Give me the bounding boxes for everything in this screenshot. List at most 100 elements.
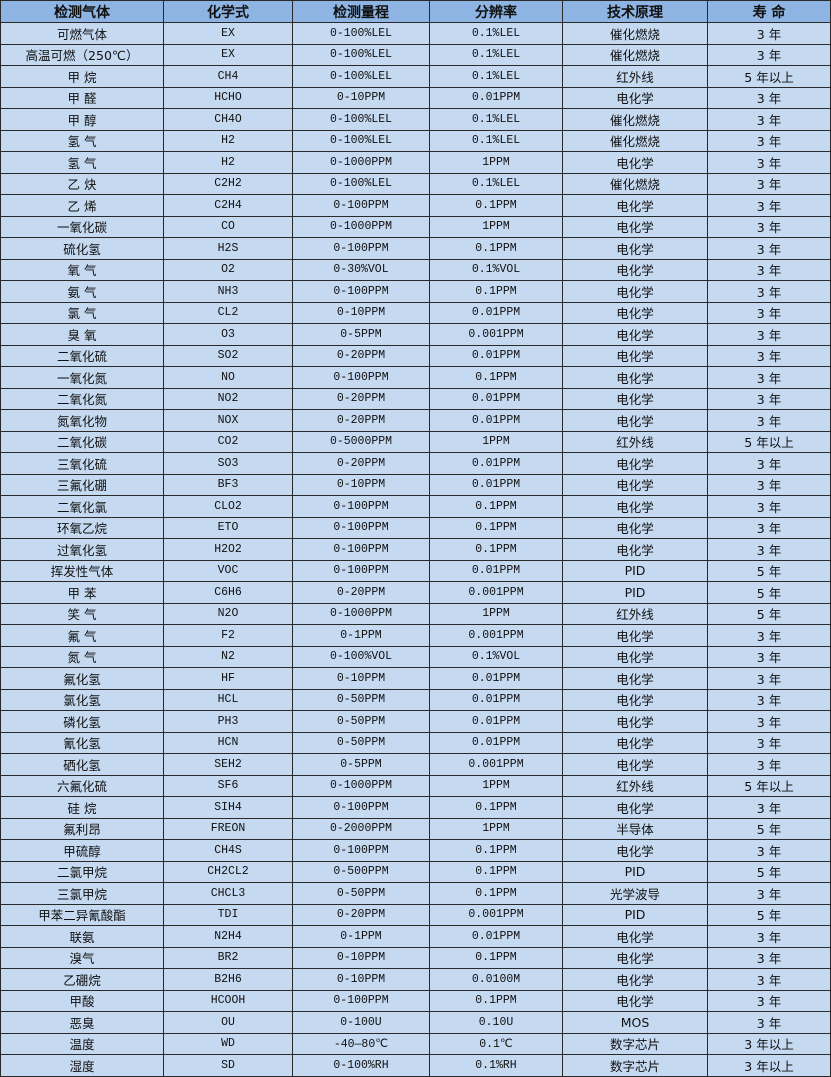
- cell-range: 0-100%LEL: [292, 108, 430, 131]
- table-row: 氟 气 F2 0-1PPM 0.001PPM 电化学 3 年: [0, 624, 831, 647]
- cell-resolution: 0.1PPM: [429, 860, 563, 883]
- cell-gas: 溴气: [0, 946, 164, 969]
- cell-lifespan: 5 年以上: [707, 430, 831, 453]
- cell-gas: 硫化氢: [0, 237, 164, 260]
- cell-principle: 电化学: [562, 731, 708, 754]
- cell-lifespan: 3 年: [707, 86, 831, 109]
- cell-resolution: 0.1%VOL: [429, 645, 563, 668]
- cell-resolution: 0.01PPM: [429, 559, 563, 582]
- cell-gas: 甲 醛: [0, 86, 164, 109]
- cell-gas: 氯化氢: [0, 688, 164, 711]
- cell-resolution: 0.01PPM: [429, 387, 563, 410]
- cell-principle: 电化学: [562, 624, 708, 647]
- cell-lifespan: 3 年: [707, 172, 831, 195]
- cell-formula: HCN: [163, 731, 293, 754]
- cell-gas: 挥发性气体: [0, 559, 164, 582]
- table-row: 硒化氢 SEH2 0-5PPM 0.001PPM 电化学 3 年: [0, 753, 831, 776]
- table-row: 甲 醇 CH4O 0-100%LEL 0.1%LEL 催化燃烧 3 年: [0, 108, 831, 131]
- table-row: 氮氧化物 NOX 0-20PPM 0.01PPM 电化学 3 年: [0, 409, 831, 432]
- cell-range: 0-50PPM: [292, 710, 430, 733]
- cell-principle: 催化燃烧: [562, 43, 708, 66]
- cell-range: 0-20PPM: [292, 903, 430, 926]
- cell-gas: 可燃气体: [0, 22, 164, 45]
- cell-gas: 氧 气: [0, 258, 164, 281]
- table-row: 湿度 SD 0-100%RH 0.1%RH 数字芯片 3 年以上: [0, 1054, 831, 1077]
- cell-gas: 甲苯二异氰酸酯: [0, 903, 164, 926]
- cell-gas: 硒化氢: [0, 753, 164, 776]
- cell-gas: 甲 苯: [0, 581, 164, 604]
- cell-gas: 甲酸: [0, 989, 164, 1012]
- cell-gas: 高温可燃（250℃）: [0, 43, 164, 66]
- cell-resolution: 0.01PPM: [429, 710, 563, 733]
- cell-principle: 电化学: [562, 366, 708, 389]
- cell-range: 0-20PPM: [292, 387, 430, 410]
- cell-resolution: 0.1PPM: [429, 882, 563, 905]
- cell-formula: H2S: [163, 237, 293, 260]
- cell-resolution: 1PPM: [429, 817, 563, 840]
- table-row: 甲硫醇 CH4S 0-100PPM 0.1PPM 电化学 3 年: [0, 839, 831, 862]
- cell-resolution: 1PPM: [429, 602, 563, 625]
- cell-lifespan: 5 年: [707, 817, 831, 840]
- cell-principle: 电化学: [562, 86, 708, 109]
- table-row: 环氧乙烷 ETO 0-100PPM 0.1PPM 电化学 3 年: [0, 516, 831, 539]
- cell-gas: 温度: [0, 1032, 164, 1055]
- cell-range: 0-5PPM: [292, 753, 430, 776]
- cell-gas: 三氧化硫: [0, 452, 164, 475]
- cell-range: 0-100PPM: [292, 796, 430, 819]
- cell-principle: 电化学: [562, 516, 708, 539]
- cell-formula: EX: [163, 43, 293, 66]
- cell-principle: PID: [562, 903, 708, 926]
- table-row: 可燃气体 EX 0-100%LEL 0.1%LEL 催化燃烧 3 年: [0, 22, 831, 45]
- cell-principle: 电化学: [562, 215, 708, 238]
- table-row: 挥发性气体 VOC 0-100PPM 0.01PPM PID 5 年: [0, 559, 831, 582]
- cell-formula: WD: [163, 1032, 293, 1055]
- table-row: 联氨 N2H4 0-1PPM 0.01PPM 电化学 3 年: [0, 925, 831, 948]
- cell-range: 0-100PPM: [292, 516, 430, 539]
- cell-range: 0-1000PPM: [292, 151, 430, 174]
- cell-gas: 氢 气: [0, 129, 164, 152]
- cell-principle: 电化学: [562, 946, 708, 969]
- cell-resolution: 0.001PPM: [429, 753, 563, 776]
- table-row: 氰化氢 HCN 0-50PPM 0.01PPM 电化学 3 年: [0, 731, 831, 754]
- cell-formula: HCOOH: [163, 989, 293, 1012]
- table-body: 可燃气体 EX 0-100%LEL 0.1%LEL 催化燃烧 3 年高温可燃（250℃） E…: [0, 22, 831, 1077]
- cell-principle: MOS: [562, 1011, 708, 1034]
- table-row: 一氧化氮 NO 0-100PPM 0.1PPM 电化学 3 年: [0, 366, 831, 389]
- cell-gas: 氮氧化物: [0, 409, 164, 432]
- cell-principle: PID: [562, 860, 708, 883]
- cell-formula: HCL: [163, 688, 293, 711]
- cell-formula: C2H4: [163, 194, 293, 217]
- cell-lifespan: 3 年: [707, 989, 831, 1012]
- cell-lifespan: 3 年: [707, 301, 831, 324]
- cell-lifespan: 5 年以上: [707, 774, 831, 797]
- cell-gas: 二氯甲烷: [0, 860, 164, 883]
- cell-principle: 光学波导: [562, 882, 708, 905]
- cell-formula: CH4O: [163, 108, 293, 131]
- table-row: 甲 苯 C6H6 0-20PPM 0.001PPM PID 5 年: [0, 581, 831, 604]
- table-row: 甲苯二异氰酸酯 TDI 0-20PPM 0.001PPM PID 5 年: [0, 903, 831, 926]
- cell-lifespan: 3 年: [707, 667, 831, 690]
- cell-range: 0-10PPM: [292, 968, 430, 991]
- cell-lifespan: 3 年以上: [707, 1054, 831, 1077]
- cell-formula: CO2: [163, 430, 293, 453]
- cell-resolution: 0.1PPM: [429, 796, 563, 819]
- cell-formula: CH2CL2: [163, 860, 293, 883]
- cell-lifespan: 3 年: [707, 753, 831, 776]
- cell-formula: F2: [163, 624, 293, 647]
- cell-formula: SEH2: [163, 753, 293, 776]
- cell-formula: ETO: [163, 516, 293, 539]
- cell-range: 0-500PPM: [292, 860, 430, 883]
- cell-principle: 半导体: [562, 817, 708, 840]
- table-row: 二氧化硫 SO2 0-20PPM 0.01PPM 电化学 3 年: [0, 344, 831, 367]
- table-row: 一氧化碳 CO 0-1000PPM 1PPM 电化学 3 年: [0, 215, 831, 238]
- cell-range: 0-2000PPM: [292, 817, 430, 840]
- cell-range: 0-50PPM: [292, 731, 430, 754]
- cell-resolution: 0.01PPM: [429, 473, 563, 496]
- cell-principle: 电化学: [562, 194, 708, 217]
- cell-range: 0-30%VOL: [292, 258, 430, 281]
- cell-resolution: 0.1PPM: [429, 989, 563, 1012]
- cell-range: 0-10PPM: [292, 667, 430, 690]
- cell-gas: 三氯甲烷: [0, 882, 164, 905]
- cell-resolution: 1PPM: [429, 774, 563, 797]
- cell-range: 0-1000PPM: [292, 602, 430, 625]
